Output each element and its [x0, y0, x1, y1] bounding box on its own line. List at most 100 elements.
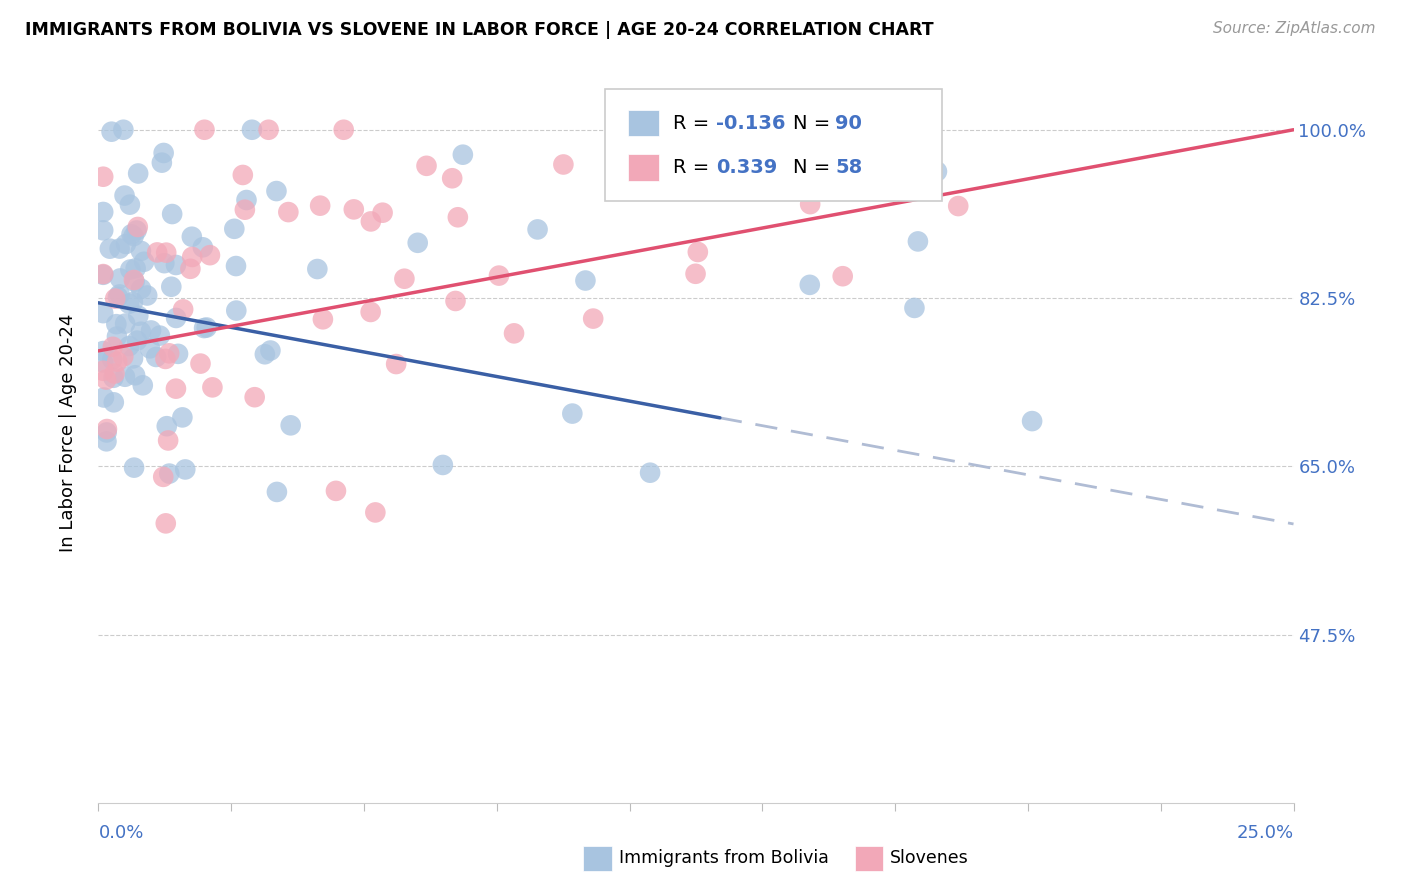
- Point: [112, 350, 135, 364]
- Text: 58: 58: [835, 158, 862, 178]
- Point: [105, 329, 128, 343]
- Point: [172, 410, 194, 425]
- Point: [124, 275, 146, 289]
- Point: [167, 347, 190, 361]
- Point: [266, 484, 288, 499]
- Point: [232, 168, 254, 182]
- Point: [105, 354, 128, 368]
- Point: [105, 317, 128, 331]
- Point: [799, 277, 821, 292]
- Point: [799, 197, 821, 211]
- Point: [181, 250, 204, 264]
- Point: [91, 169, 114, 184]
- Point: [139, 323, 162, 337]
- Point: [343, 202, 366, 217]
- Point: [101, 352, 124, 367]
- Point: [432, 458, 454, 472]
- Point: [114, 188, 136, 202]
- Point: [225, 303, 247, 318]
- Point: [91, 364, 114, 378]
- Point: [115, 237, 138, 252]
- Point: [101, 340, 124, 354]
- Text: R =: R =: [673, 113, 716, 133]
- Text: Source: ZipAtlas.com: Source: ZipAtlas.com: [1212, 21, 1375, 37]
- Point: [114, 369, 136, 384]
- Point: [118, 197, 141, 211]
- Point: [120, 262, 142, 277]
- Point: [526, 222, 548, 236]
- Point: [136, 288, 159, 302]
- Point: [129, 282, 152, 296]
- Point: [96, 373, 118, 387]
- Point: [332, 122, 354, 136]
- Text: -0.136: -0.136: [716, 113, 785, 133]
- Point: [325, 483, 347, 498]
- Point: [309, 199, 332, 213]
- Text: 0.339: 0.339: [716, 158, 778, 178]
- Point: [127, 219, 149, 234]
- Point: [831, 269, 853, 284]
- Point: [145, 350, 167, 364]
- Point: [157, 346, 180, 360]
- Point: [139, 342, 162, 356]
- Point: [112, 122, 135, 136]
- Point: [394, 271, 416, 285]
- Point: [157, 434, 180, 448]
- Point: [179, 261, 201, 276]
- Point: [146, 245, 169, 260]
- Point: [103, 367, 125, 381]
- Point: [96, 425, 118, 440]
- Point: [925, 164, 948, 178]
- Y-axis label: In Labor Force | Age 20-24: In Labor Force | Age 20-24: [59, 313, 77, 552]
- Point: [165, 258, 187, 272]
- Point: [91, 267, 114, 281]
- Point: [488, 268, 510, 283]
- Text: N =: N =: [793, 158, 837, 178]
- Point: [118, 339, 141, 353]
- Point: [132, 378, 155, 392]
- Point: [103, 395, 125, 409]
- Point: [907, 235, 929, 249]
- Text: R =: R =: [673, 158, 716, 178]
- Point: [638, 466, 661, 480]
- Point: [103, 371, 125, 385]
- Text: Slovenes: Slovenes: [890, 849, 969, 867]
- Point: [96, 434, 118, 449]
- Point: [122, 273, 145, 287]
- Point: [108, 242, 131, 256]
- Point: [360, 305, 382, 319]
- Text: N =: N =: [793, 113, 837, 133]
- Point: [553, 157, 575, 171]
- Point: [257, 122, 280, 136]
- Point: [451, 147, 474, 161]
- Point: [149, 328, 172, 343]
- Point: [225, 259, 247, 273]
- Point: [124, 261, 146, 276]
- Point: [118, 296, 141, 310]
- Point: [152, 470, 174, 484]
- Point: [561, 407, 583, 421]
- Point: [121, 227, 143, 242]
- Point: [948, 199, 970, 213]
- Point: [193, 122, 215, 136]
- Point: [266, 184, 288, 198]
- Point: [155, 245, 177, 260]
- Point: [165, 310, 187, 325]
- Point: [582, 311, 605, 326]
- Point: [96, 422, 118, 436]
- Point: [122, 460, 145, 475]
- Point: [155, 516, 177, 531]
- Point: [160, 279, 183, 293]
- Point: [132, 254, 155, 268]
- Point: [108, 287, 131, 301]
- Point: [574, 273, 596, 287]
- Point: [710, 122, 733, 136]
- Point: [253, 347, 276, 361]
- Point: [127, 167, 149, 181]
- Point: [165, 382, 187, 396]
- Point: [307, 262, 329, 277]
- Point: [371, 205, 394, 219]
- Point: [280, 418, 302, 433]
- Point: [108, 271, 131, 285]
- Point: [152, 145, 174, 160]
